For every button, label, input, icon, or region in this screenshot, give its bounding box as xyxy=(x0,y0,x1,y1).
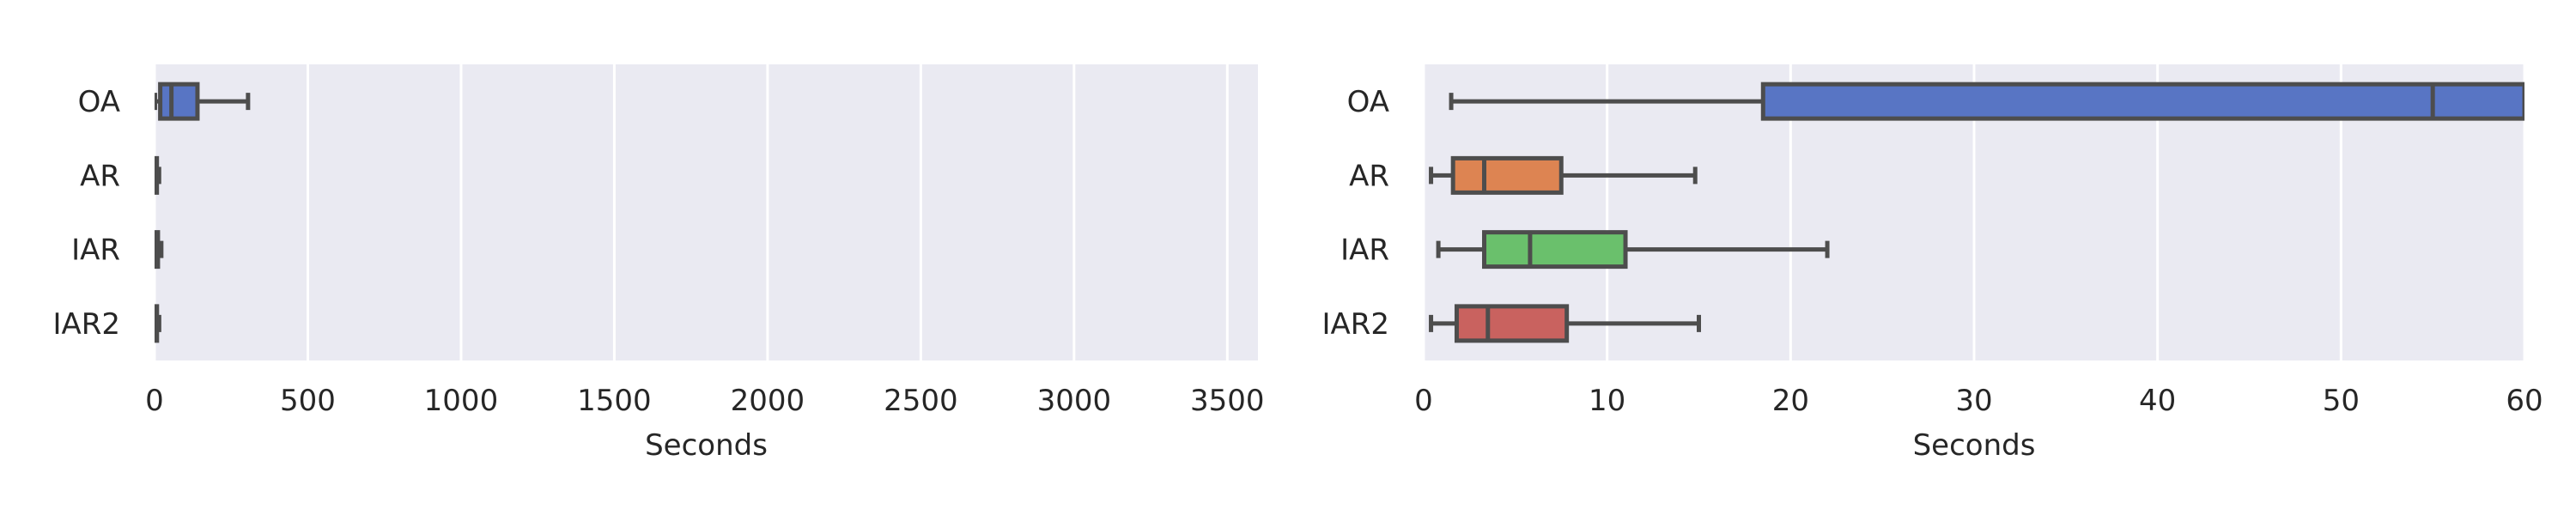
x-tick-label: 50 xyxy=(2323,384,2360,418)
boxplot-panel-zoomed: 0 10 20 30 40 50 60 Seconds OA AR IAR IAR2 xyxy=(1321,64,2543,463)
x-tick-label: 0 xyxy=(1414,384,1433,418)
x-tick-label: 60 xyxy=(2506,384,2543,418)
box-iar2 xyxy=(155,304,161,343)
box-ar xyxy=(1429,155,1698,195)
boxplot-panel-full-range: 0 500 1000 1500 2000 2500 3000 3500 Seconds OA AR I… xyxy=(52,64,1265,463)
x-tick-label: 0 xyxy=(145,384,164,418)
iqr-box xyxy=(158,82,200,121)
y-tick-label: AR xyxy=(1349,159,1389,193)
iqr-box xyxy=(1454,304,1570,343)
x-tick-label: 3500 xyxy=(1190,384,1265,418)
x-axis-label: Seconds xyxy=(645,428,768,463)
x-tick-label: 1500 xyxy=(577,384,652,418)
y-tick-label: AR xyxy=(80,159,120,193)
iqr-box xyxy=(1482,230,1628,270)
x-tick-label: 20 xyxy=(1772,384,1809,418)
y-tick-label: OA xyxy=(78,85,120,119)
y-tick-label: IAR2 xyxy=(52,307,120,342)
boxes xyxy=(155,82,251,343)
x-tick-label: 2500 xyxy=(884,384,958,418)
x-tick-label: 2000 xyxy=(731,384,805,418)
x-tick-label: 1000 xyxy=(424,384,499,418)
plot-background xyxy=(155,64,1258,360)
iqr-box xyxy=(1450,155,1564,195)
x-tick-label: 3000 xyxy=(1037,384,1112,418)
box-iar2 xyxy=(1429,304,1701,343)
box-iar xyxy=(155,230,164,270)
box-oa xyxy=(1449,82,2524,121)
x-tick-label: 30 xyxy=(1955,384,1992,418)
y-tick-label: IAR xyxy=(1340,233,1389,268)
box-oa xyxy=(155,82,251,121)
x-tick-label: 40 xyxy=(2139,384,2176,418)
box-ar xyxy=(155,155,161,195)
iqr-box xyxy=(1760,82,2524,121)
boxes xyxy=(1429,82,2524,343)
y-tick-label: IAR xyxy=(71,233,120,268)
box-iar xyxy=(1436,230,1830,270)
x-axis-label: Seconds xyxy=(1913,428,2036,463)
x-tick-label: 500 xyxy=(280,384,336,418)
x-tick-label: 10 xyxy=(1589,384,1625,418)
y-tick-label: IAR2 xyxy=(1321,307,1389,342)
y-tick-label: OA xyxy=(1347,85,1389,119)
